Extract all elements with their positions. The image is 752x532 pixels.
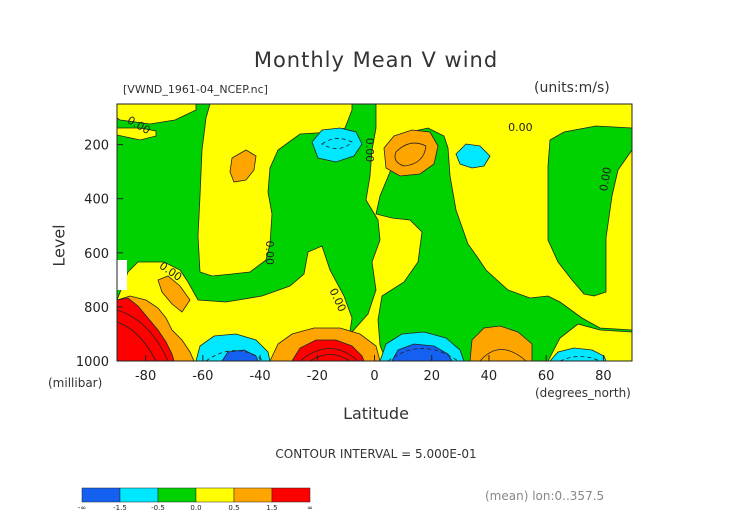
x-axis-label: Latitude (343, 404, 409, 423)
x-axis: -80 -60 -40 -20 0 20 40 60 80 (135, 355, 612, 384)
x-tick-label: 0 (370, 369, 378, 384)
contour-label: 0.00 (263, 241, 276, 266)
x-axis-units: (degrees_north) (535, 386, 631, 400)
blue-region (391, 343, 453, 361)
contour-field (117, 104, 632, 361)
cyan-region (455, 143, 491, 169)
colorbar-label: 0.5 (228, 504, 239, 512)
positive-contours (117, 142, 527, 361)
no-data-region (117, 260, 127, 290)
colorbar-label: -1.5 (113, 504, 127, 512)
x-tick-label: -40 (249, 369, 270, 384)
units-label: (units:m/s) (534, 80, 610, 96)
orange-region (469, 325, 533, 361)
y-axis: 200 400 600 800 1000 (76, 139, 123, 370)
chart-title: Monthly Mean V wind (253, 48, 499, 72)
contour-label: 0.00 (363, 138, 376, 163)
x-tick-label: -60 (192, 369, 213, 384)
x-tick-label: 40 (481, 369, 498, 384)
contour-label: 0.00 (508, 121, 533, 134)
file-label: [VWND_1961-04_NCEP.nc] (123, 83, 268, 96)
colorbar-swatch (233, 487, 273, 503)
y-tick-label: 600 (84, 247, 109, 262)
x-tick-label: 60 (538, 369, 555, 384)
colorbar-swatch (81, 487, 121, 503)
cyan-region (311, 127, 363, 163)
colorbar-label: ∞ (307, 504, 313, 512)
x-tick-label: -20 (307, 369, 328, 384)
negative-contours (205, 138, 601, 361)
y-axis-units: (millibar) (48, 376, 103, 390)
contour-label: 0.00 (597, 166, 614, 192)
cyan-region (549, 347, 607, 361)
orange-region (383, 129, 439, 177)
colorbar-swatch (271, 487, 311, 503)
colorbar-label: 0.0 (190, 504, 201, 512)
y-tick-label: 800 (84, 301, 109, 316)
colorbar-label: -∞ (78, 504, 86, 512)
contour-interval-text: CONTOUR INTERVAL = 5.000E-01 (275, 447, 477, 461)
orange-region (157, 275, 191, 313)
colorbar-swatch (157, 487, 197, 503)
y-tick-label: 200 (84, 139, 109, 154)
yellow-region (117, 127, 157, 141)
x-tick-label: 20 (423, 369, 440, 384)
colorbar-label: -0.5 (151, 504, 165, 512)
x-tick-label: 80 (595, 369, 612, 384)
mean-note: (mean) lon:0..357.5 (485, 489, 605, 503)
red-region (291, 339, 365, 361)
colorbar-swatch (195, 487, 235, 503)
orange-region (229, 149, 257, 183)
x-tick-label: -80 (135, 369, 156, 384)
colorbar-label: 1.5 (266, 504, 277, 512)
y-tick-label: 1000 (76, 355, 109, 370)
y-tick-label: 400 (84, 193, 109, 208)
colorbar-swatch (119, 487, 159, 503)
colorbar: -∞ -1.5 -0.5 0.0 0.5 1.5 ∞ (78, 487, 313, 512)
